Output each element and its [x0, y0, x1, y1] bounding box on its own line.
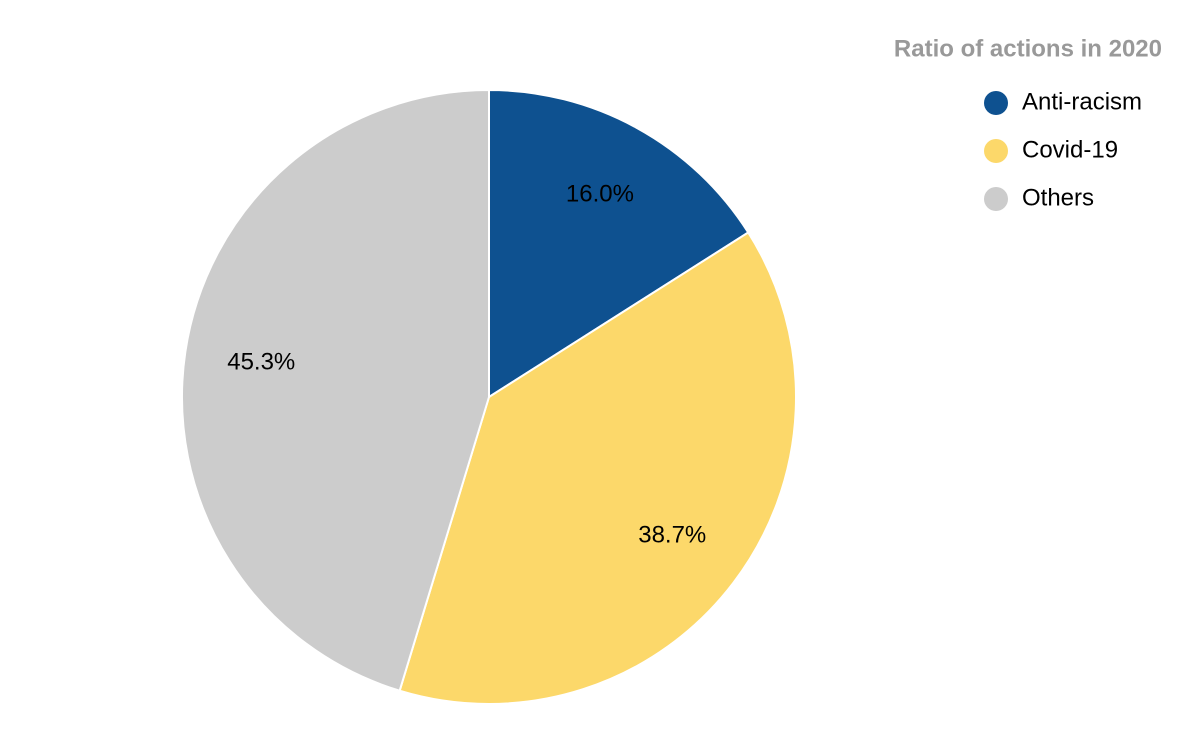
- legend-label: Others: [1022, 184, 1094, 211]
- pie-slice: [398, 231, 797, 705]
- legend-marker: [984, 187, 1008, 211]
- pie-slice: [488, 88, 750, 399]
- slice-label: 45.3%: [227, 348, 295, 375]
- slice-label: 38.7%: [638, 522, 706, 549]
- slice-label: 16.0%: [566, 181, 634, 208]
- legend-label: Anti-racism: [1022, 88, 1142, 115]
- legend-label: Covid-19: [1022, 136, 1118, 163]
- legend-marker: [984, 139, 1008, 163]
- pie-slice: [181, 88, 490, 692]
- legend-marker: [984, 91, 1008, 115]
- legend-title: Ratio of actions in 2020: [894, 35, 1162, 62]
